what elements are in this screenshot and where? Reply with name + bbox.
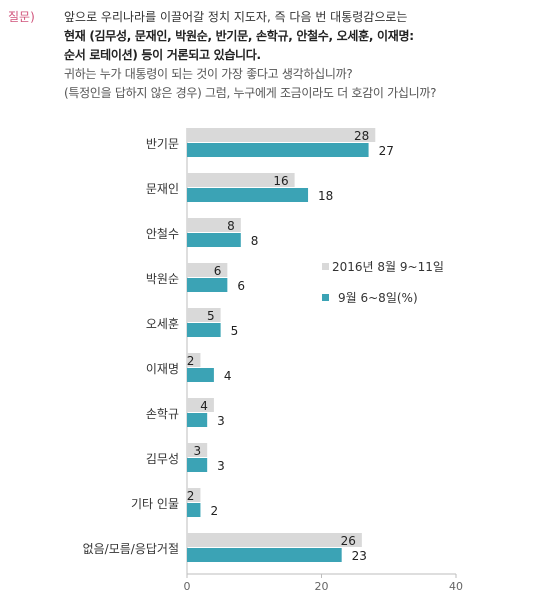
category-label: 이재명 (146, 362, 179, 376)
bar (187, 308, 221, 322)
category-label: 안철수 (146, 227, 179, 241)
data-label: 3 (194, 444, 202, 458)
bar (187, 533, 362, 547)
category-label: 기타 인물 (131, 497, 179, 511)
category-label: 손학규 (146, 407, 179, 421)
data-label: 8 (227, 219, 235, 233)
data-label: 3 (217, 459, 225, 473)
data-label: 18 (318, 189, 333, 203)
data-label: 2 (187, 489, 195, 503)
data-label: 28 (354, 129, 369, 143)
data-label: 3 (217, 414, 225, 428)
question-line-2: 현재 (김무성, 문재인, 박원순, 반기문, 손학규, 안철수, 오세훈, 이… (64, 29, 414, 43)
data-label: 4 (200, 399, 208, 413)
bar (187, 323, 221, 337)
question-line-3: 순서 로테이션) 등이 거론되고 있습니다. (64, 48, 261, 62)
question-line-4: 귀하는 누가 대통령이 되는 것이 가장 좋다고 생각하십니까? (64, 67, 353, 81)
bar (187, 548, 342, 562)
data-label: 27 (379, 144, 394, 158)
bar (187, 233, 241, 247)
bar (187, 353, 201, 367)
x-tick-label: 20 (315, 580, 329, 593)
x-tick-label: 0 (184, 580, 191, 593)
data-label: 2 (210, 504, 218, 518)
bar (187, 443, 208, 457)
data-label: 6 (214, 264, 222, 278)
data-label: 2 (187, 354, 195, 368)
bar (187, 458, 208, 472)
bar (187, 143, 369, 157)
legend-label: 9월 6~8일(%) (338, 291, 418, 305)
question-line-1: 앞으로 우리나라를 이끌어갈 정치 지도자, 즉 다음 번 대통령감으로는 (64, 10, 408, 24)
legend-label: 2016년 8월 9~11일 (332, 260, 444, 274)
bar (187, 368, 214, 382)
data-label: 23 (352, 549, 367, 563)
category-label: 오세훈 (146, 317, 179, 331)
bar (187, 263, 228, 277)
category-label: 없음/모름/응답거절 (83, 542, 179, 556)
data-label: 5 (207, 309, 215, 323)
data-label: 8 (251, 234, 259, 248)
data-label: 26 (341, 534, 356, 548)
category-label: 김무성 (146, 452, 179, 466)
question-line-5: (특정인을 답하지 않은 경우) 그럼, 누구에게 조금이라도 더 호감이 가십… (64, 86, 437, 100)
data-label: 4 (224, 369, 232, 383)
bar (187, 488, 201, 502)
bar (187, 278, 228, 292)
legend-swatch (322, 294, 329, 301)
bar (187, 398, 214, 412)
data-label: 5 (231, 324, 239, 338)
category-label: 박원순 (146, 272, 179, 286)
bar (187, 503, 201, 517)
question-label: 질문) (8, 10, 35, 24)
bar (187, 413, 208, 427)
bar (187, 218, 241, 232)
bar (187, 128, 376, 142)
x-tick-label: 40 (449, 580, 463, 593)
category-label: 반기문 (146, 137, 179, 151)
data-label: 16 (273, 174, 288, 188)
bar (187, 173, 295, 187)
category-label: 문재인 (146, 182, 179, 196)
bar (187, 188, 309, 202)
data-label: 6 (237, 279, 245, 293)
legend-swatch (322, 263, 329, 270)
